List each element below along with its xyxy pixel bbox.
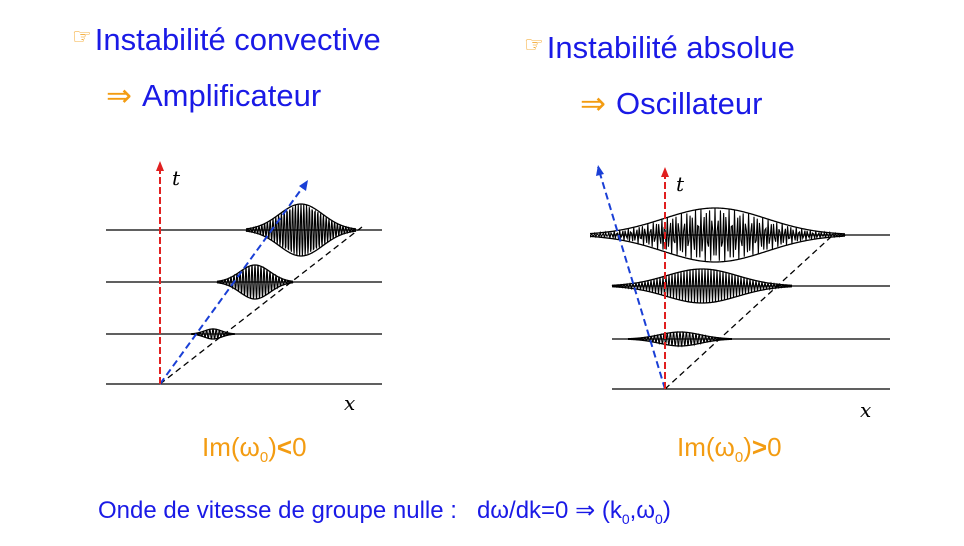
group-velocity-line (597, 166, 666, 390)
absolute-diagram: t x (590, 165, 890, 422)
wave-packet-1-envelope (627, 338, 733, 347)
group-velocity-arrowhead (299, 180, 308, 191)
right-condition: Im(ω0)>0 (677, 432, 782, 466)
cond-rhs: 0 (292, 432, 307, 462)
omega-symbol: ω (714, 432, 735, 462)
wave-packets (590, 207, 846, 348)
group-velocity-line (159, 179, 309, 385)
footer-line: Onde de vitesse de groupe nulle : dω/dk=… (98, 496, 671, 527)
pointing-hand-icon: ☞ (524, 32, 544, 57)
time-lines (106, 229, 382, 385)
right-result-text: Oscillateur (615, 86, 763, 121)
wave-packet-1-envelope (190, 328, 236, 335)
less-than-operator: < (276, 432, 293, 462)
t-axis-arrowhead (661, 167, 669, 177)
x-axis-label: x (344, 391, 355, 415)
right-result: ⇒ Oscillateur (580, 86, 762, 122)
cond-close: ) (268, 432, 277, 462)
convective-diagram: t x (106, 161, 382, 415)
cond-rhs: 0 (767, 432, 782, 462)
footer-equation: dω/dk=0 ⇒ (k (476, 497, 622, 524)
left-heading-text: Instabilité convective (94, 22, 381, 57)
t-axis-arrowhead (156, 161, 164, 171)
group-velocity-arrowhead (596, 165, 604, 176)
cond-prefix: Im( (202, 432, 240, 462)
omega-subscript: 0 (655, 510, 663, 527)
k-subscript: 0 (621, 510, 630, 527)
x-axis-label: x (860, 398, 871, 422)
omega-symbol: ω (239, 432, 260, 462)
t-axis-label: t (172, 166, 181, 190)
dashed-boundary-line (159, 226, 363, 385)
footer-text: Onde de vitesse de groupe nulle : (98, 497, 457, 524)
footer-close: ) (662, 497, 671, 524)
left-condition: Im(ω0)<0 (202, 432, 307, 466)
omega-subscript: 0 (259, 449, 269, 467)
t-axis-label: t (676, 172, 685, 196)
dashed-boundary-line (664, 234, 834, 390)
wave-packet-3-envelope (590, 235, 846, 263)
wave-packet-1-envelope (190, 333, 236, 340)
right-heading-text: Instabilité absolue (546, 30, 795, 65)
double-arrow-icon: ⇒ (106, 78, 132, 113)
right-heading: ☞Instabilité absolue (524, 30, 795, 66)
wave-packets (190, 203, 357, 340)
cond-prefix: Im( (677, 432, 715, 462)
wave-packet-2-envelope (611, 286, 793, 304)
greater-than-operator: > (751, 432, 768, 462)
omega-subscript: 0 (734, 449, 744, 467)
footer-comma-omega: ,ω (629, 497, 656, 524)
left-result-text: Amplificateur (141, 78, 322, 113)
time-lines (612, 234, 890, 390)
wave-packet-2-envelope (216, 282, 294, 300)
double-arrow-icon: ⇒ (580, 86, 606, 121)
wave-packet-1-envelope (627, 331, 733, 340)
pointing-hand-icon: ☞ (72, 24, 92, 49)
wave-packet-3-envelope (245, 203, 357, 230)
wave-packet-3-envelope (590, 207, 846, 235)
wave-packet-2-envelope (216, 264, 294, 282)
cond-close: ) (743, 432, 752, 462)
wave-packet-3-envelope (245, 230, 357, 257)
left-result: ⇒ Amplificateur (106, 78, 321, 114)
left-heading: ☞Instabilité convective (72, 22, 381, 58)
wave-packet-2-envelope (611, 268, 793, 286)
